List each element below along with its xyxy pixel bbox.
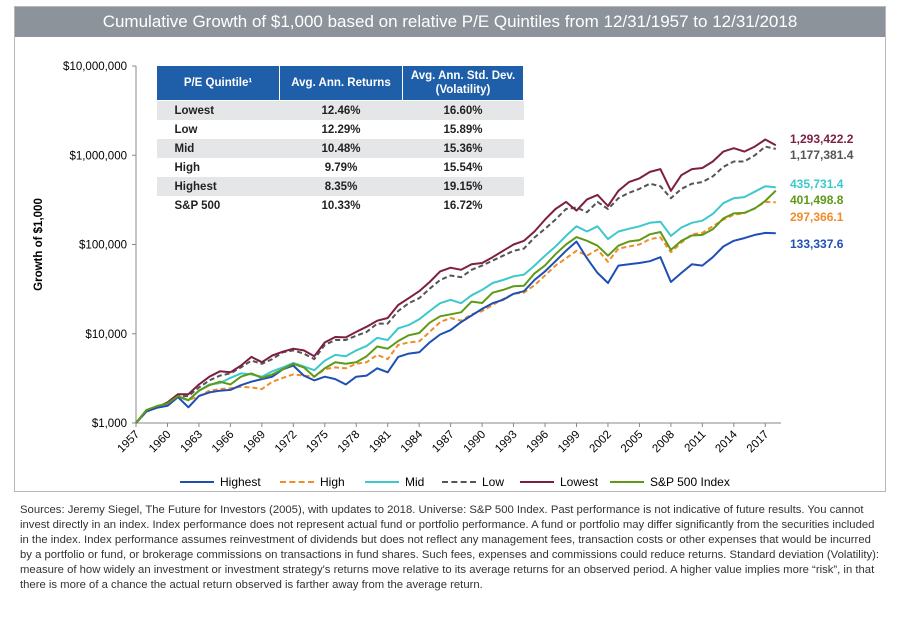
legend-swatch-sp500 — [610, 481, 644, 483]
y-tick-label: $100,000 — [79, 240, 127, 252]
table-row: High 9.79% 15.54% — [156, 158, 524, 177]
row-stddev: 16.60% — [402, 100, 524, 120]
table-row: Lowest 12.46% 16.60% — [156, 100, 524, 120]
x-tick-label: 1990 — [462, 429, 489, 456]
x-tick-label: 1996 — [525, 429, 552, 456]
row-label: Mid — [156, 139, 280, 158]
series-line-sp500 — [135, 189, 777, 424]
legend-item-highest: Highest — [180, 475, 261, 489]
row-label: Lowest — [156, 100, 280, 120]
x-tick-label: 1978 — [336, 429, 363, 456]
legend-item-lowest: Lowest — [520, 475, 598, 489]
y-tick-label: $1,000 — [92, 418, 127, 430]
quintile-stats-table: P/E Quintile¹ Avg. Ann. Returns Avg. Ann… — [156, 65, 524, 215]
table-row: Highest 8.35% 19.15% — [156, 177, 524, 196]
legend-swatch-highest — [180, 481, 214, 483]
legend-label-low: Low — [482, 475, 505, 489]
chart-title: Cumulative Growth of $1,000 based on rel… — [15, 7, 885, 37]
x-tick-label: 2008 — [650, 429, 677, 456]
end-label-mid: 435,731.4 — [790, 177, 844, 191]
row-stddev: 15.89% — [402, 120, 524, 139]
x-tick-label: 1999 — [556, 429, 583, 456]
end-label-high: 297,366.1 — [790, 210, 844, 224]
row-return: 10.48% — [279, 139, 403, 158]
end-label-low: 1,177,381.4 — [790, 148, 854, 162]
legend-item-low: Low — [442, 475, 504, 489]
end-label-highest: 133,337.6 — [790, 237, 844, 251]
chart-legend: Highest High Mid Low Lowest S&P 500 Inde… — [180, 475, 780, 493]
x-tick-label: 1975 — [304, 429, 331, 456]
x-tick-label: 1957 — [116, 429, 143, 456]
x-tick-label: 2002 — [587, 429, 614, 456]
x-tick-label: 1993 — [493, 429, 520, 456]
y-tick-label: $10,000 — [85, 329, 127, 341]
legend-label-high: High — [320, 475, 345, 489]
x-tick-label: 1984 — [399, 428, 426, 455]
row-label: Low — [156, 120, 280, 139]
footnote-text: Sources: Jeremy Siegel, The Future for I… — [20, 504, 880, 591]
legend-item-mid: Mid — [365, 475, 424, 489]
header-stddev-line1: Avg. Ann. Std. Dev. — [410, 70, 516, 82]
x-tick-label: 1960 — [147, 429, 174, 456]
row-stddev: 19.15% — [402, 177, 524, 196]
x-tick-label: 1987 — [430, 429, 457, 456]
y-tick-label: $1,000,000 — [69, 150, 127, 162]
legend-label-lowest: Lowest — [560, 475, 599, 489]
header-quintile: P/E Quintile¹ — [156, 65, 280, 101]
table-row: S&P 500 10.33% 16.72% — [156, 196, 524, 215]
series-line-highest — [135, 231, 776, 424]
header-stddev-line2: (Volatility) — [435, 84, 491, 96]
x-tick-label: 2005 — [619, 429, 646, 456]
legend-swatch-low — [442, 481, 476, 483]
legend-swatch-mid — [365, 481, 399, 483]
legend-label-highest: Highest — [220, 475, 261, 489]
row-stddev: 15.36% — [402, 139, 524, 158]
x-tick-label: 1963 — [178, 429, 205, 456]
row-return: 12.46% — [279, 100, 403, 120]
row-stddev: 15.54% — [402, 158, 524, 177]
x-tick-label: 2011 — [682, 429, 708, 455]
legend-swatch-lowest — [520, 481, 554, 483]
row-stddev: 16.72% — [402, 196, 524, 215]
header-stddev: Avg. Ann. Std. Dev. (Volatility) — [402, 65, 524, 101]
legend-item-sp500: S&P 500 Index — [610, 475, 730, 489]
row-label: Highest — [156, 177, 280, 196]
x-tick-label: 1966 — [210, 429, 237, 456]
chart-plot: $1,000 $10,000 $100,000 $1,000,000 $10,000,0… — [33, 61, 854, 456]
series-line-mid — [135, 185, 776, 424]
end-label-sp500: 401,498.8 — [790, 193, 844, 207]
x-tick-label: 1981 — [367, 429, 394, 456]
y-tick-label: $10,000,000 — [63, 61, 127, 73]
x-tick-label: 1972 — [273, 429, 300, 456]
x-tick-label: 1969 — [241, 429, 268, 456]
series-line-lowest — [135, 138, 777, 424]
series-line-low — [135, 145, 777, 424]
x-tick-label: 2017 — [745, 429, 772, 456]
legend-label-sp500: S&P 500 Index — [650, 475, 730, 489]
chart-frame: Cumulative Growth of $1,000 based on rel… — [14, 6, 886, 492]
x-tick-label: 2014 — [713, 428, 740, 455]
row-label: S&P 500 — [156, 196, 280, 215]
legend-label-mid: Mid — [405, 475, 425, 489]
end-label-lowest: 1,293,422.2 — [790, 132, 854, 146]
row-return: 10.33% — [279, 196, 403, 215]
y-axis-title: Growth of $1,000 — [33, 198, 45, 291]
row-return: 12.29% — [279, 120, 403, 139]
legend-item-high: High — [280, 475, 345, 489]
row-return: 9.79% — [279, 158, 403, 177]
row-label: High — [156, 158, 280, 177]
table-row: Low 12.29% 15.89% — [156, 120, 524, 139]
table-row: Mid 10.48% 15.36% — [156, 139, 524, 158]
header-returns: Avg. Ann. Returns — [279, 65, 403, 101]
legend-swatch-high — [280, 481, 314, 483]
table-header-row: P/E Quintile¹ Avg. Ann. Returns Avg. Ann… — [156, 65, 524, 101]
row-return: 8.35% — [279, 177, 403, 196]
